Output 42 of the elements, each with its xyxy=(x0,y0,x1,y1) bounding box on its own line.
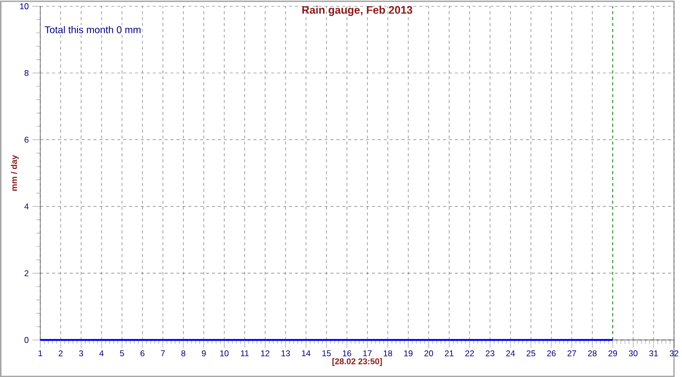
x-tick-label: 29 xyxy=(608,350,617,356)
x-tick-label: 20 xyxy=(424,350,434,356)
chart-title: Rain gauge, Feb 2013 xyxy=(302,6,412,16)
x-tick-label: 26 xyxy=(547,350,556,356)
x-axis-title: [28.02 23:50] xyxy=(332,358,382,366)
x-tick-label: 1 xyxy=(38,350,42,356)
x-tick-label: 17 xyxy=(363,350,372,356)
x-tick-label: 24 xyxy=(506,350,515,356)
x-tick-label: 2 xyxy=(58,350,63,356)
x-tick-label: 22 xyxy=(465,350,474,356)
x-tick-label: 12 xyxy=(261,350,270,356)
y-tick-label: 2 xyxy=(24,270,28,276)
y-tick-label: 0 xyxy=(24,336,29,343)
x-tick-label: 31 xyxy=(649,350,658,356)
x-tick-label: 5 xyxy=(120,350,124,356)
x-tick-label: 8 xyxy=(181,350,186,356)
x-tick-label: 7 xyxy=(161,350,165,356)
x-tick-label: 3 xyxy=(79,350,84,356)
x-tick-label: 27 xyxy=(568,350,576,356)
x-tick-label: 30 xyxy=(628,350,638,356)
x-tick-label: 32 xyxy=(670,350,678,356)
x-tick-label: 6 xyxy=(140,350,144,356)
x-tick-label: 21 xyxy=(444,350,454,356)
annotation: Total this month 0 mm xyxy=(44,26,140,34)
y-tick-label: 10 xyxy=(20,3,29,10)
x-tick-label: 9 xyxy=(202,350,206,356)
x-tick-label: 19 xyxy=(404,350,413,356)
x-tick-label: 16 xyxy=(342,350,352,356)
y-tick-label: 6 xyxy=(24,136,28,143)
x-tick-label: 28 xyxy=(588,350,597,356)
x-tick-label: 23 xyxy=(486,350,494,356)
x-tick-label: 14 xyxy=(302,350,310,356)
x-tick-label: 18 xyxy=(384,350,392,356)
x-tick-label: 11 xyxy=(240,350,249,356)
y-tick-label: 8 xyxy=(24,70,28,76)
x-tick-label: 10 xyxy=(220,350,229,356)
y-tick-label: 4 xyxy=(24,203,29,210)
x-tick-label: 15 xyxy=(322,350,331,356)
x-tick-label: 4 xyxy=(99,350,104,356)
x-tick-label: 25 xyxy=(526,350,536,356)
x-tick-label: 13 xyxy=(282,350,290,356)
y-axis-title: mm / day xyxy=(10,154,19,191)
